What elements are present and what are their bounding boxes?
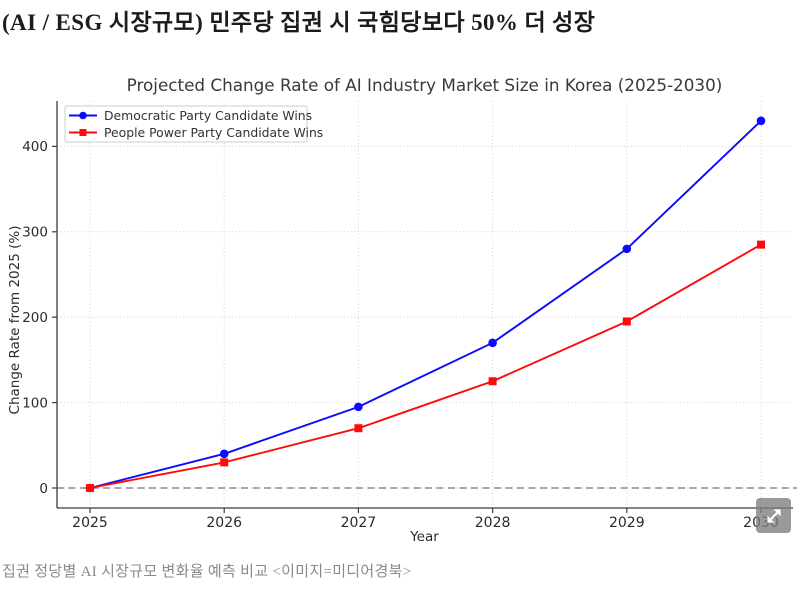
- y-tick-label: 200: [22, 310, 48, 326]
- x-tick-label: 2028: [475, 515, 511, 531]
- y-tick-label: 400: [22, 139, 48, 155]
- x-tick-label: 2029: [609, 515, 645, 531]
- legend-marker-circle: [79, 111, 87, 120]
- data-point-people-power-party-candidate-wins: [622, 317, 631, 326]
- chart-figure: 2025202620272028202920300100200300400Pro…: [0, 62, 800, 554]
- data-point-democratic-party-candidate-wins: [756, 116, 766, 126]
- data-point-people-power-party-candidate-wins: [86, 484, 94, 492]
- x-tick-label: 2025: [72, 515, 108, 531]
- y-tick-label: 100: [22, 395, 48, 411]
- headline: (AI / ESG 시장규모) 민주당 집권 시 국힘당보다 50% 더 성장: [2, 10, 596, 35]
- data-point-people-power-party-candidate-wins: [757, 240, 765, 249]
- data-point-democratic-party-candidate-wins: [622, 244, 632, 254]
- x-axis-label: Year: [409, 529, 439, 545]
- chart-title: Projected Change Rate of AI Industry Mar…: [127, 75, 723, 95]
- series-line-people-power-party-candidate-wins: [89, 243, 762, 489]
- image-caption: 집권 정당별 AI 시장규모 변화율 예측 비교 <이미지=미디어경북>: [2, 564, 412, 580]
- y-tick-label: 0: [39, 481, 48, 497]
- x-tick-label: 2026: [206, 515, 242, 531]
- data-point-people-power-party-candidate-wins: [488, 377, 497, 386]
- legend-box: [64, 105, 308, 143]
- expand-icon[interactable]: [756, 498, 791, 533]
- data-point-people-power-party-candidate-wins: [354, 424, 363, 433]
- x-tick-label: 2027: [341, 515, 377, 531]
- legend-label: Democratic Party Candidate Wins: [104, 108, 312, 123]
- data-point-democratic-party-candidate-wins: [354, 402, 363, 412]
- series-line-democratic-party-candidate-wins: [89, 120, 762, 489]
- chart-canvas: 2025202620272028202920300100200300400Pro…: [7, 75, 797, 545]
- legend-label: People Power Party Candidate Wins: [104, 125, 323, 140]
- y-tick-label: 300: [22, 225, 48, 241]
- legend-marker-square: [79, 129, 87, 136]
- data-point-democratic-party-candidate-wins: [219, 449, 229, 459]
- expand-arrows-icon: [766, 508, 781, 523]
- y-axis-label: Change Rate from 2025 (%): [7, 226, 23, 415]
- data-point-democratic-party-candidate-wins: [488, 338, 497, 348]
- data-point-people-power-party-candidate-wins: [220, 458, 229, 467]
